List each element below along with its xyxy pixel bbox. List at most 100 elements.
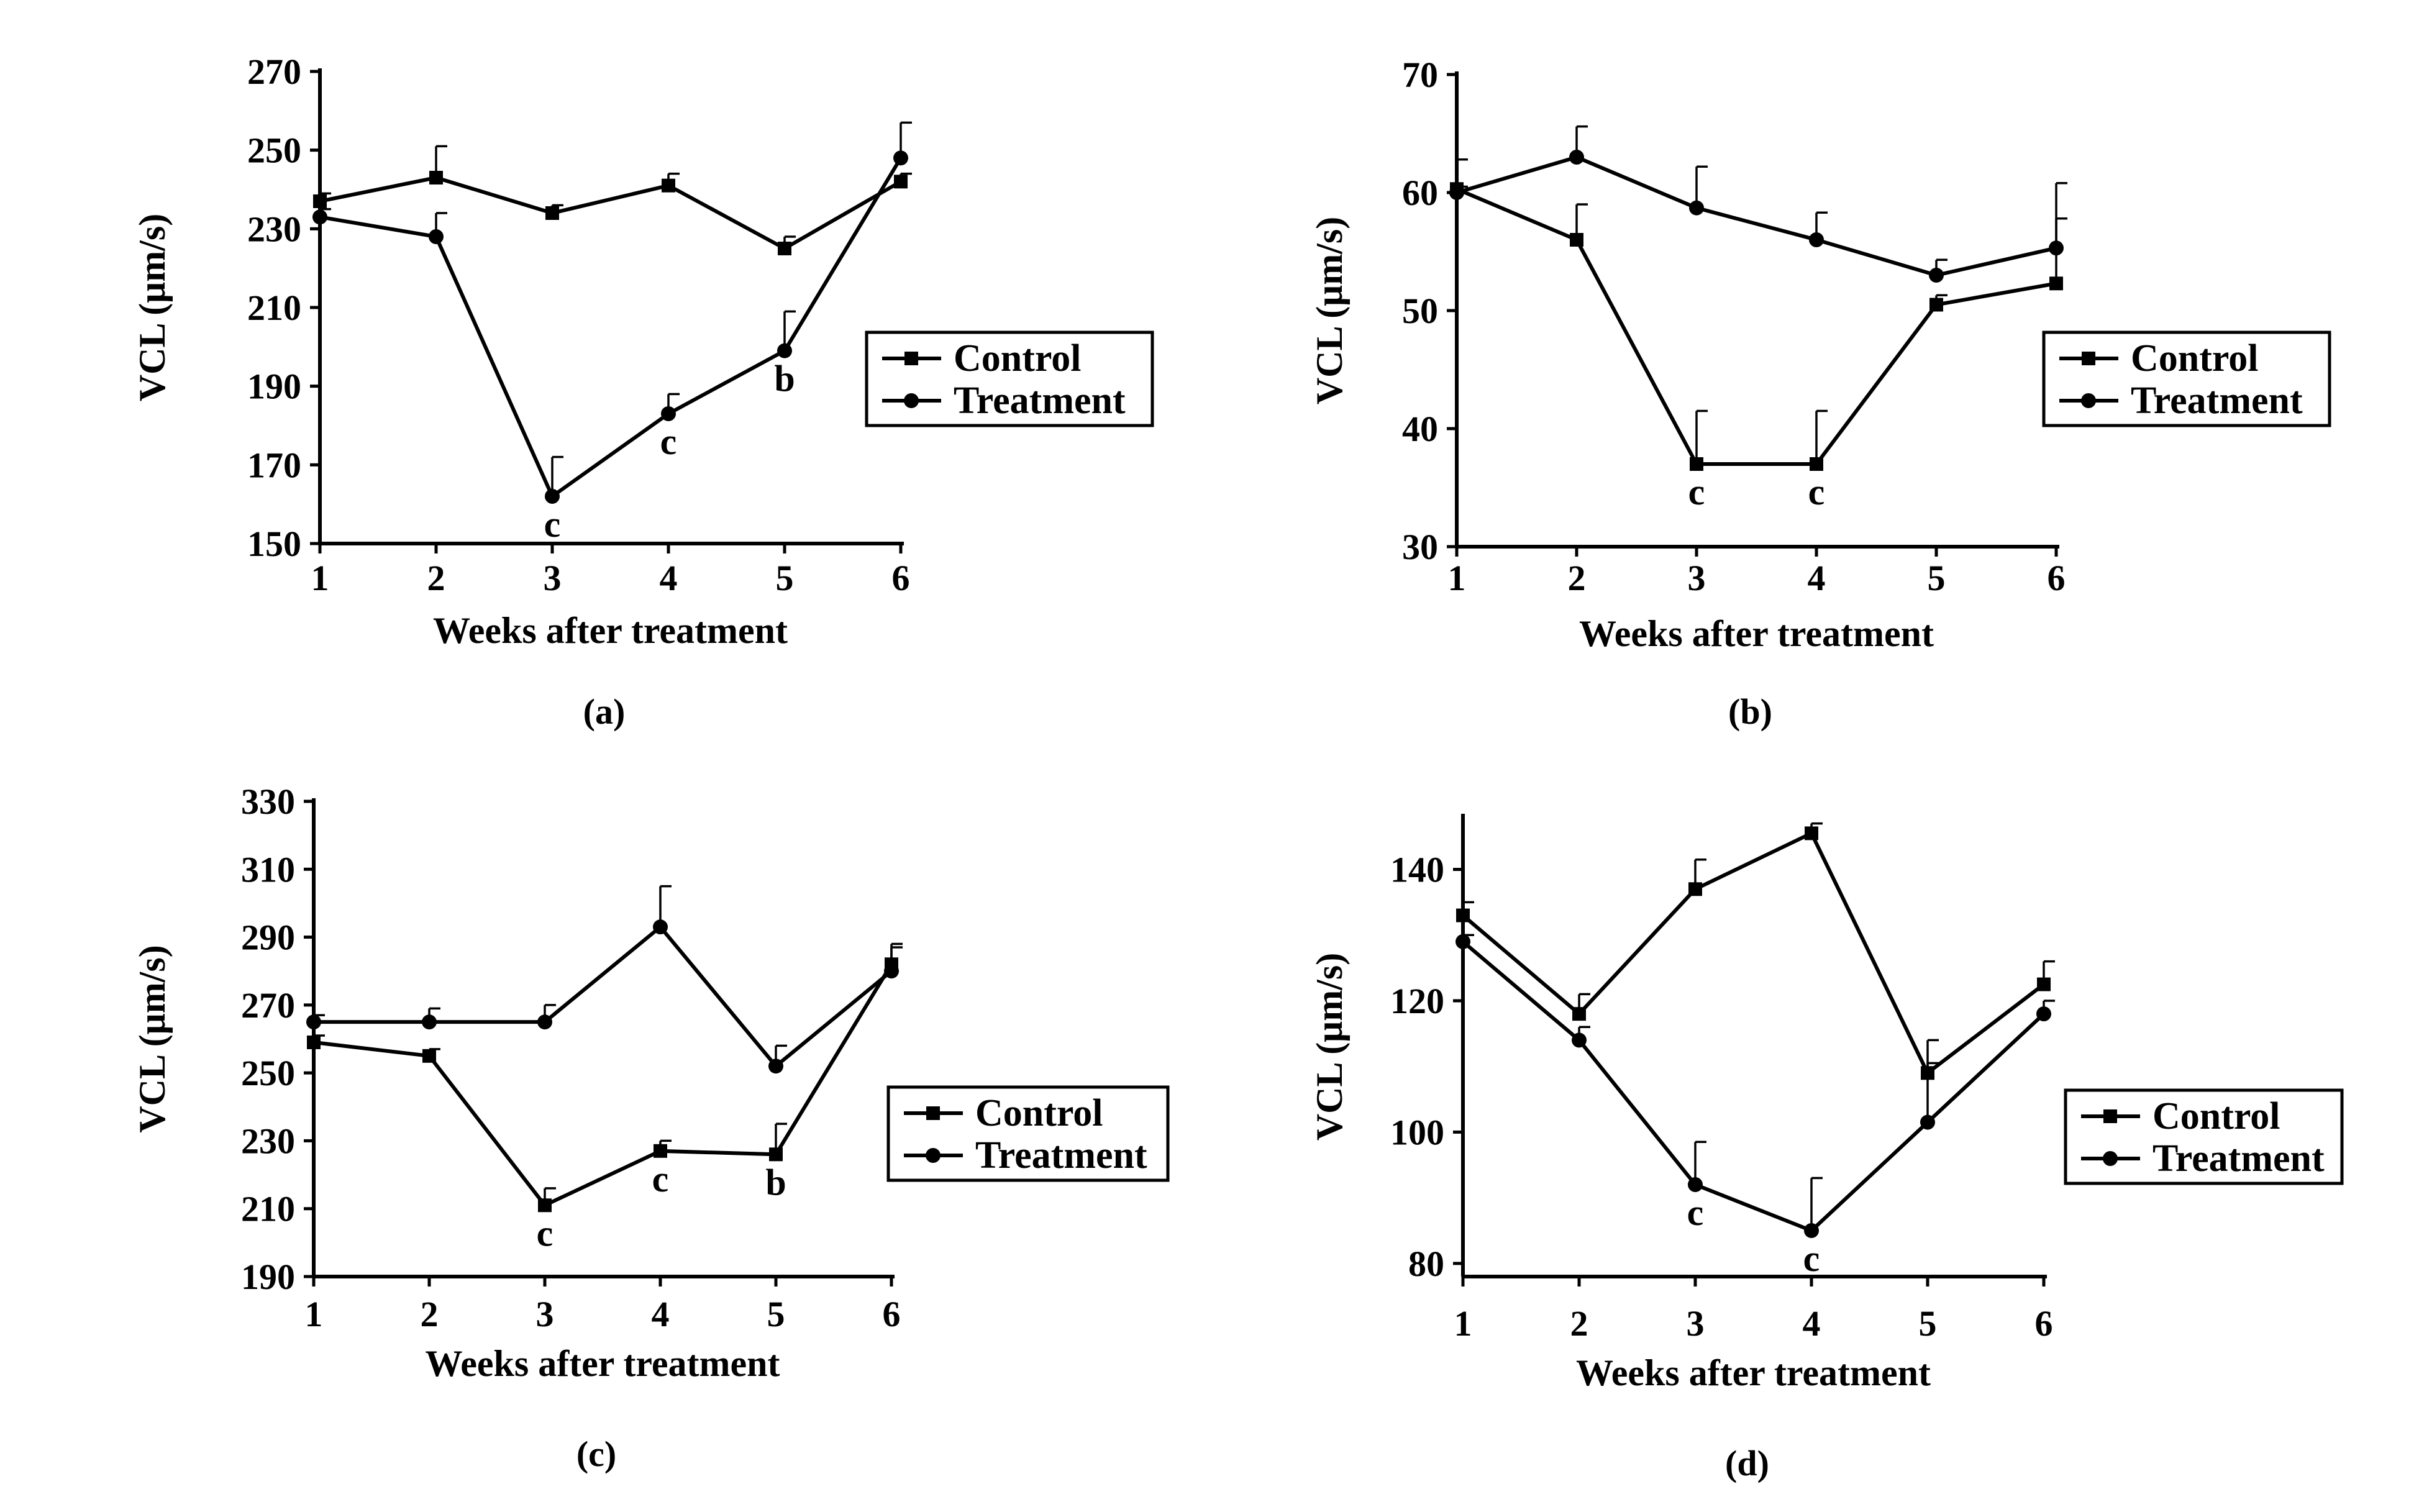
- data-point-square: [307, 1035, 321, 1049]
- data-point-circle: [884, 963, 899, 979]
- x-axis-label: Weeks after treatment: [426, 1343, 780, 1384]
- data-point-square: [778, 242, 791, 255]
- data-point-circle: [661, 406, 676, 421]
- x-tick-label: 2: [421, 1294, 439, 1334]
- y-tick-label: 230: [241, 1121, 295, 1161]
- legend-marker-square: [904, 352, 918, 365]
- legend-label: Control: [954, 337, 1082, 380]
- legend-marker-circle: [2081, 393, 2096, 408]
- data-point-square: [1805, 826, 1818, 840]
- data-point-square: [422, 1049, 436, 1063]
- series-line: [314, 924, 893, 1069]
- y-tick-label: 40: [1402, 409, 1438, 449]
- significance-label: c: [652, 1159, 669, 1200]
- data-point-square: [1572, 1007, 1586, 1021]
- series-line: [1462, 940, 2046, 1233]
- x-tick-label: 2: [1568, 558, 1586, 598]
- data-point-square: [1929, 298, 1943, 312]
- legend-label: Treatment: [975, 1134, 1147, 1177]
- data-point-square: [2049, 276, 2063, 291]
- y-tick-label: 270: [241, 985, 295, 1026]
- x-tick-label: 4: [1803, 1303, 1821, 1344]
- data-point-circle: [1456, 934, 1470, 949]
- y-tick-label: 70: [1402, 55, 1438, 95]
- legend-marker-circle: [904, 393, 919, 408]
- legend-marker-square: [2082, 352, 2095, 365]
- data-point-circle: [1572, 1032, 1587, 1048]
- data-point-circle: [2049, 240, 2064, 256]
- data-point-square: [769, 1147, 783, 1162]
- x-tick-label: 3: [536, 1294, 554, 1334]
- x-tick-label: 1: [1454, 1303, 1472, 1344]
- data-point-square: [1456, 908, 1470, 922]
- x-tick-label: 3: [1688, 558, 1706, 598]
- y-tick-label: 270: [247, 52, 301, 92]
- data-point-circle: [429, 229, 444, 244]
- y-tick-label: 290: [241, 918, 295, 958]
- panel-caption: (d): [1725, 1443, 1769, 1483]
- series-treatment: [306, 885, 903, 1074]
- series-treatment: [312, 121, 912, 504]
- series-control: [1450, 158, 2067, 471]
- data-point-square: [1690, 457, 1703, 471]
- legend-label: Treatment: [954, 380, 1126, 422]
- significance-label: c: [1687, 1192, 1704, 1233]
- data-point-square: [662, 178, 675, 193]
- y-tick-label: 30: [1402, 527, 1438, 567]
- legend-box: [886, 1085, 1170, 1182]
- legend-box: [865, 330, 1154, 427]
- significance-label: b: [765, 1162, 786, 1203]
- legend-box: [2042, 330, 2331, 427]
- legend-label: Control: [2131, 337, 2259, 380]
- data-point-square: [1570, 233, 1583, 247]
- y-tick-label: 170: [247, 445, 301, 485]
- series-line: [313, 963, 893, 1208]
- y-axis-label: VCL (μm/s): [1309, 953, 1350, 1141]
- y-tick-label: 100: [1390, 1112, 1444, 1152]
- y-tick-label: 310: [241, 849, 295, 890]
- panel-caption: (b): [1728, 691, 1772, 732]
- data-point-circle: [768, 1059, 783, 1074]
- series-line: [319, 175, 902, 251]
- legend-label: Treatment: [2152, 1137, 2325, 1180]
- data-point-circle: [422, 1014, 437, 1030]
- chart-panel-3: 190 210 230 250 270 290 310 330 1 2 3 4 5 6 Weeks afte…: [132, 781, 1170, 1474]
- x-axis-label: Weeks after treatment: [433, 610, 788, 651]
- x-tick-label: 2: [1570, 1303, 1588, 1344]
- legend-marker-square: [926, 1106, 940, 1120]
- data-point-circle: [1449, 185, 1464, 200]
- series-treatment: [1456, 934, 2055, 1238]
- x-tick-label: 1: [1448, 558, 1466, 598]
- panel-caption: (c): [576, 1434, 616, 1474]
- y-tick-label: 50: [1402, 291, 1438, 331]
- y-tick-label: 210: [241, 1189, 295, 1229]
- data-point-circle: [893, 150, 908, 166]
- data-point-square: [894, 175, 908, 189]
- x-tick-label: 2: [427, 558, 445, 598]
- x-tick-label: 5: [776, 558, 794, 598]
- legend-label: Control: [975, 1092, 1103, 1134]
- y-axis-label: VCL (μm/s): [132, 214, 173, 401]
- legend-label: Control: [2152, 1095, 2280, 1137]
- y-axis-label: VCL (μm/s): [1309, 217, 1350, 404]
- data-point-square: [2037, 977, 2051, 991]
- x-tick-label: 6: [2048, 558, 2066, 598]
- legend-marker-square: [2103, 1109, 2117, 1123]
- y-tick-label: 250: [241, 1053, 295, 1093]
- x-tick-label: 4: [1808, 558, 1826, 598]
- legend-label: Treatment: [2131, 380, 2303, 422]
- y-tick-label: 140: [1390, 850, 1444, 890]
- data-point-square: [1688, 882, 1702, 896]
- y-tick-label: 230: [247, 209, 301, 249]
- y-tick-label: 60: [1402, 173, 1438, 213]
- panel-caption: (a): [583, 691, 626, 732]
- y-tick-label: 210: [247, 288, 301, 328]
- data-point-circle: [653, 919, 668, 935]
- significance-label: b: [774, 358, 795, 399]
- significance-label: c: [1803, 1238, 1820, 1279]
- x-tick-label: 6: [2035, 1303, 2053, 1344]
- x-axis-label: Weeks after treatment: [1579, 613, 1934, 654]
